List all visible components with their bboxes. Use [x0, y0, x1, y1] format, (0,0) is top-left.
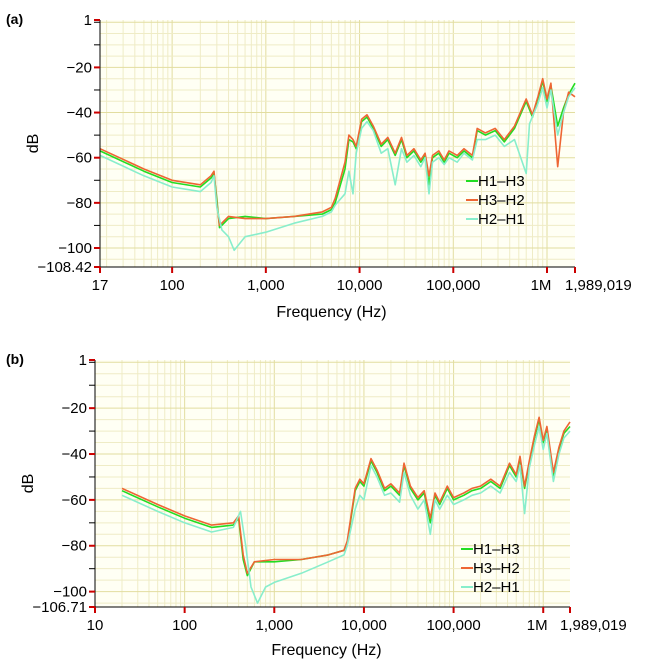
- panel-label-a: (a): [6, 11, 23, 27]
- y-tick-label: 1: [79, 352, 87, 369]
- x-tick-label: 17: [92, 277, 109, 294]
- series-line-3-b: [121, 425, 571, 604]
- y-tick-label: −100: [58, 240, 92, 257]
- x-tick-label: 1,000: [247, 277, 285, 294]
- x-tick-label: 1M: [527, 617, 548, 634]
- x-tick-label: 1M: [531, 277, 552, 294]
- y-tick-label: −106.71: [32, 599, 87, 616]
- legend-b: H1–H3 H3–H2 H2–H1: [461, 541, 520, 596]
- legend-label: H2–H1: [478, 211, 525, 228]
- series-line-3-a: [99, 86, 576, 252]
- series-line-2-b: [121, 416, 571, 575]
- x-tick-label: 1,989,019: [565, 277, 632, 294]
- legend-a: H1–H3 H3–H2 H2–H1: [466, 173, 525, 228]
- panel-label-b: (b): [6, 351, 24, 367]
- x-axis-label-a: Frequency (Hz): [276, 304, 386, 321]
- x-tick-label: 100,000: [426, 277, 480, 294]
- x-tick-label: 10: [87, 617, 104, 634]
- x-tick-label: 1,000: [256, 617, 294, 634]
- x-tick-label: 100: [172, 617, 197, 634]
- x-tick-label: 10,000: [341, 617, 387, 634]
- y-tick-label: −40: [62, 446, 87, 463]
- y-tick-label: 1: [84, 12, 92, 29]
- y-axis-label-a: dB: [25, 134, 42, 154]
- x-tick-label: 10,000: [337, 277, 383, 294]
- y-axis-label-b: dB: [20, 474, 37, 494]
- chart-panel-a: (a) 17 100 1,000 10,000 100,000 1M 1,989,019 1…: [6, 11, 632, 321]
- x-axis-label-b: Frequency (Hz): [271, 642, 381, 659]
- plot-area-b: [95, 360, 570, 607]
- y-tick-label: −60: [67, 150, 92, 167]
- x-tick-label: 100,000: [426, 617, 480, 634]
- plot-area-a: [100, 20, 575, 267]
- legend-label: H1–H3: [478, 173, 525, 190]
- y-tick-label: −108.42: [37, 259, 92, 276]
- chart-panel-b: (b) 10 100 1,000 10,000 100,000 1M 1,989,019 1…: [6, 351, 627, 659]
- legend-label: H3–H2: [473, 560, 520, 577]
- y-tick-label: −40: [67, 105, 92, 122]
- legend-label: H3–H2: [478, 192, 525, 209]
- legend-label: H2–H1: [473, 579, 520, 596]
- x-tick-label: 100: [160, 277, 185, 294]
- y-tick-label: −80: [67, 195, 92, 212]
- series-line-2-a: [99, 77, 576, 227]
- y-tick-label: −20: [62, 400, 87, 417]
- y-tick-label: −100: [53, 584, 87, 601]
- x-tick-label: 1,989,019: [560, 617, 627, 634]
- y-tick-label: −80: [62, 538, 87, 555]
- y-tick-label: −60: [62, 492, 87, 509]
- legend-label: H1–H3: [473, 541, 520, 558]
- y-tick-label: −20: [67, 59, 92, 76]
